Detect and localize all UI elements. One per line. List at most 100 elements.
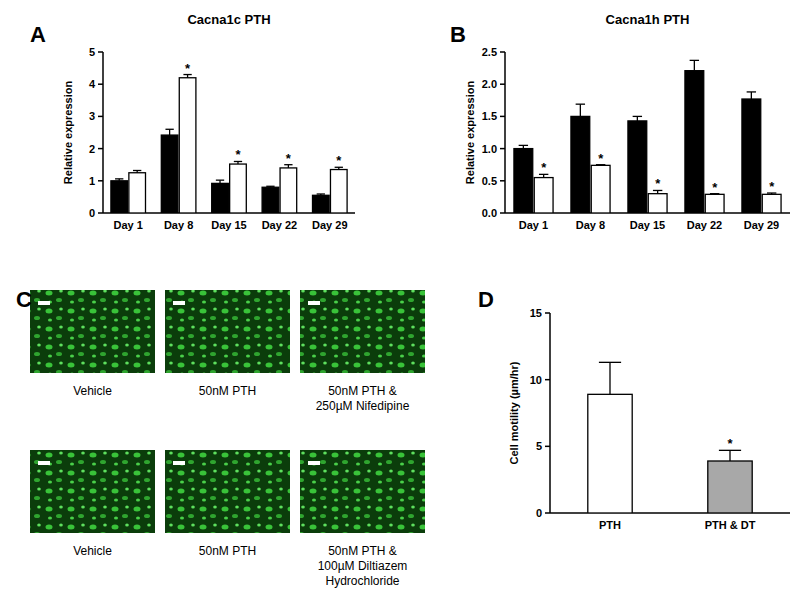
panel-letter: A (30, 22, 46, 47)
error-line (609, 362, 610, 394)
bar (111, 181, 128, 213)
marks (514, 60, 781, 213)
error-cap (576, 104, 585, 105)
error-bar (165, 129, 173, 135)
y-tick-label: 1.5 (482, 110, 497, 122)
x-axis (550, 512, 790, 514)
scale-bar (173, 301, 185, 305)
y-tick-label: 0.0 (482, 207, 497, 219)
error-cap (747, 91, 756, 92)
y-tick-label: 5 (89, 46, 95, 58)
y-label: Relative expression (62, 81, 74, 185)
scale-bar (38, 301, 50, 305)
scale-bar (38, 461, 50, 465)
significance: * (185, 61, 191, 76)
x-tick-label: Day 29 (744, 219, 779, 231)
bar-panel: 012345Day 1Day 8Day 15Day 22Day 29****Ca… (62, 12, 355, 231)
y-tick-label: 0 (536, 507, 542, 519)
caption: 50nM PTH & (328, 544, 397, 558)
marks (588, 362, 752, 513)
x-tick-label: PTH (599, 519, 621, 531)
micrograph (165, 450, 290, 533)
error-cap (317, 193, 325, 194)
bar (161, 135, 178, 213)
error-bar (747, 92, 756, 99)
bar-panel: 051015PTHPTH & DT*Cell motility (µm/hr) (508, 307, 790, 531)
bar (179, 78, 196, 213)
x-tick-label: Day 15 (630, 219, 665, 231)
micrograph (165, 290, 290, 373)
bar (762, 194, 781, 213)
y-label: Cell motility (µm/hr) (508, 361, 520, 464)
y-axis (504, 52, 506, 213)
error-cap (216, 180, 224, 181)
error-bar (133, 170, 141, 172)
significance: * (727, 436, 733, 451)
scale-bar (308, 301, 320, 305)
bar (262, 187, 279, 213)
y-tick-label: 10 (530, 374, 542, 386)
caption: 50nM PTH (199, 544, 256, 558)
error-line (637, 116, 638, 121)
error-cap (133, 170, 141, 171)
panel-letter: B (450, 22, 466, 47)
error-line (751, 92, 752, 99)
y-tick-label: 4 (89, 78, 96, 90)
x-tick-label: Day 29 (312, 219, 347, 231)
significance: * (769, 179, 775, 194)
error-bar (690, 60, 699, 70)
bar (313, 195, 330, 213)
y-tick-label: 15 (530, 307, 542, 319)
marks (111, 75, 347, 213)
significance: * (712, 180, 718, 195)
y-label: Relative expression (464, 81, 476, 185)
error-cap (115, 178, 123, 179)
figure: 012345Day 1Day 8Day 15Day 22Day 29****Ca… (0, 0, 800, 616)
error-bar (633, 116, 642, 121)
x-tick-label: PTH & DT (705, 519, 756, 531)
y-tick-label: 0 (89, 207, 95, 219)
bar (514, 149, 533, 213)
error-cap (519, 145, 528, 146)
significance: * (541, 160, 547, 175)
y-tick-label: 0.5 (482, 175, 497, 187)
error-cap (599, 362, 621, 363)
y-tick-label: 2 (89, 143, 95, 155)
caption: Vehicle (73, 384, 112, 398)
error-cap (690, 60, 699, 61)
y-tick-label: 2.5 (482, 46, 497, 58)
bar (129, 173, 146, 213)
error-bar (317, 194, 325, 195)
micrograph (300, 290, 425, 373)
error-line (169, 129, 170, 135)
significance: * (598, 151, 604, 166)
error-line (580, 104, 581, 116)
bar (648, 194, 667, 213)
x-tick-label: Day 1 (114, 219, 143, 231)
error-line (694, 60, 695, 70)
title: Cacna1h PTH (606, 12, 690, 27)
annotations: * (727, 436, 733, 451)
bar (705, 194, 724, 213)
bar (534, 178, 553, 213)
image-panel: Vehicle50nM PTH50nM PTH &250µM Nifedipin… (30, 290, 425, 588)
caption: 50nM PTH & (328, 384, 397, 398)
y-axis (102, 52, 104, 213)
significance: * (235, 147, 241, 162)
significance: * (336, 153, 342, 168)
x-tick-label: Day 8 (164, 219, 193, 231)
y-tick-label: 3 (89, 110, 95, 122)
bar (742, 99, 761, 213)
error-bar (266, 186, 274, 188)
bar (685, 71, 704, 213)
error-bar (576, 104, 585, 116)
annotations: ***** (541, 151, 775, 195)
title: Cacna1c PTH (187, 12, 270, 27)
bar-panel: 0.00.51.01.52.02.5Day 1Day 8Day 15Day 22… (464, 12, 790, 231)
caption: 250µM Nifedipine (316, 399, 410, 413)
y-tick-label: 1.0 (482, 143, 497, 155)
panel-letter: D (478, 287, 494, 312)
error-bar (115, 179, 123, 181)
error-bar (216, 180, 224, 183)
micrograph (30, 450, 155, 533)
